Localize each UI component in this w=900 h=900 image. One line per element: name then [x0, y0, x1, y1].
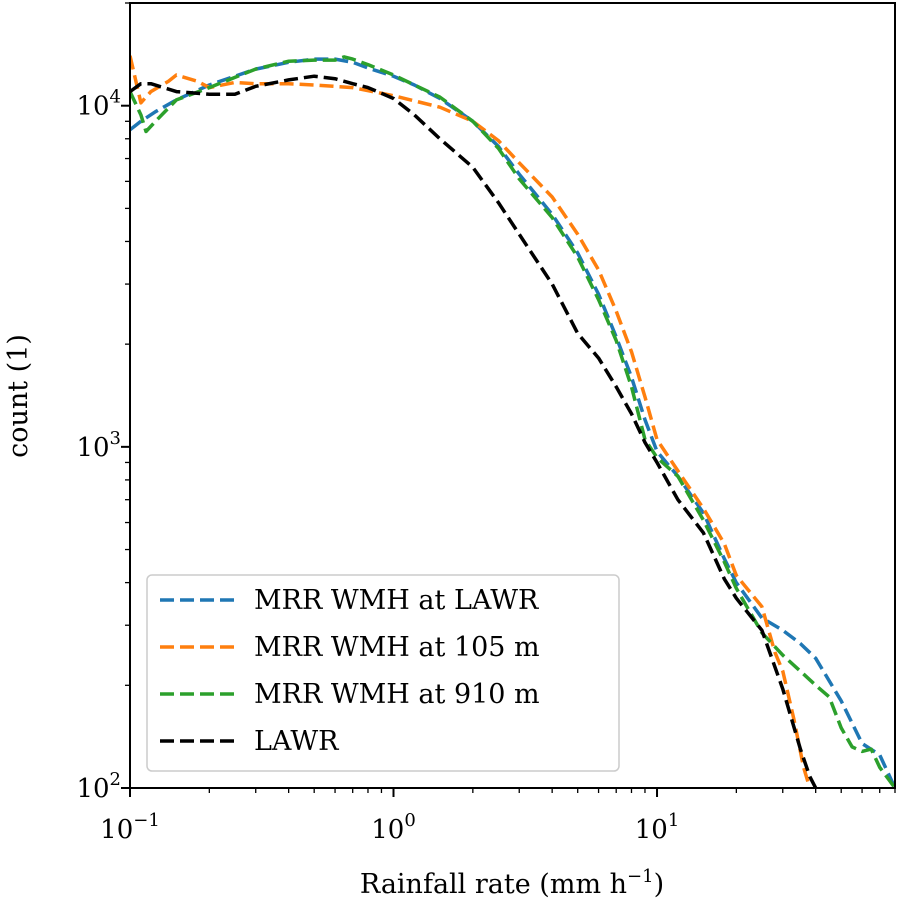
legend-label-1: MRR WMH at LAWR — [254, 585, 539, 616]
x-axis-label-unit-exp: −1 — [627, 866, 654, 887]
y-axis-label: count (1) — [3, 334, 34, 458]
x-axis-label-main: Rainfall rate (mm h — [360, 869, 627, 900]
series-line-2 — [130, 55, 812, 788]
legend-box — [146, 574, 620, 772]
legend-label-3: MRR WMH at 910 m — [254, 679, 540, 710]
series-line-4 — [130, 74, 818, 788]
x-axis-label-close: ) — [654, 869, 665, 900]
ticks-layer: 10−1 100 101 102 103 104 — [76, 2, 896, 845]
x-tick-label: 100 — [371, 810, 416, 845]
legend: MRR WMH at LAWR MRR WMH at 105 m MRR WMH a… — [146, 574, 620, 772]
x-tick-label: 101 — [635, 810, 680, 845]
y-tick-label: 102 — [76, 769, 121, 804]
legend-label-2: MRR WMH at 105 m — [254, 632, 540, 663]
axis-labels: Rainfall rate (mm h−1) count (1) — [3, 334, 664, 900]
y-tick-label: 104 — [76, 87, 121, 122]
plot-frame — [129, 2, 896, 789]
series-line-3 — [130, 55, 895, 788]
series-layer — [130, 55, 895, 788]
y-tick-label: 103 — [76, 428, 121, 463]
x-axis-label: Rainfall rate (mm h−1) — [360, 866, 664, 900]
legend-label-4: LAWR — [254, 726, 339, 757]
x-tick-label: 10−1 — [100, 810, 160, 845]
